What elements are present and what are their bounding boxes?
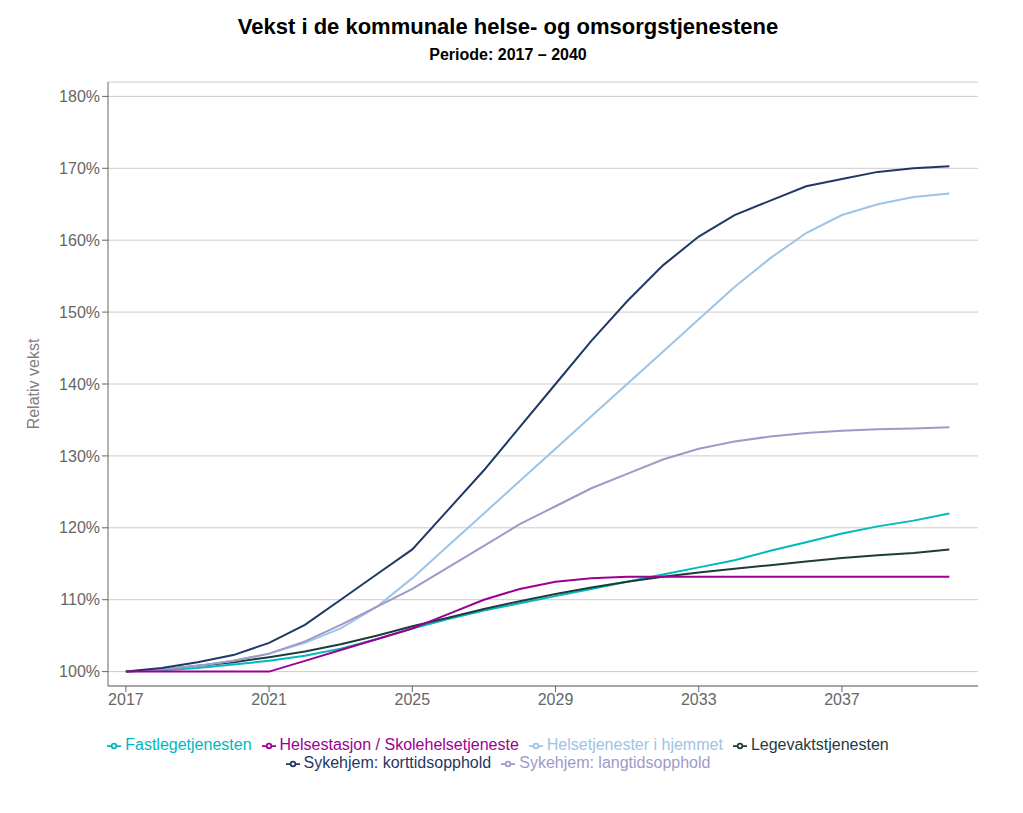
html-text:Periode: 2017 – 2040: Periode: 2017 – 2040: [429, 46, 587, 63]
svg-text:100%: 100%: [59, 663, 100, 680]
svg-text:2033: 2033: [681, 691, 717, 708]
html-text:Fastlegetjenesten: Fastlegetjenesten: [125, 736, 252, 753]
svg-text:2021: 2021: [251, 691, 287, 708]
html-text:Helsetjenester i hjemmet: Helsetjenester i hjemmet: [546, 736, 723, 753]
svg-text:2037: 2037: [824, 691, 860, 708]
svg-text:2017: 2017: [108, 691, 144, 708]
html-text:Sykehjem: korttidsopphold: Sykehjem: korttidsopphold: [303, 754, 492, 771]
svg-text:160%: 160%: [59, 232, 100, 249]
svg-text:140%: 140%: [59, 376, 100, 393]
svg-text:2025: 2025: [395, 691, 431, 708]
svg-text:Relativ vekst: Relativ vekst: [25, 338, 42, 429]
html-text:Vekst i de kommunale helse- og: Vekst i de kommunale helse- og omsorgstj…: [237, 14, 779, 39]
svg-text:150%: 150%: [59, 304, 100, 321]
svg-text:180%: 180%: [59, 88, 100, 105]
html-text:Helsestasjon / Skolehelsetjene: Helsestasjon / Skolehelsetjeneste: [279, 736, 519, 753]
svg-text:2029: 2029: [538, 691, 574, 708]
svg-text:120%: 120%: [59, 519, 100, 536]
html-text:Legevaktstjenesten: Legevaktstjenesten: [750, 736, 889, 753]
html-text:Sykehjem: langtidsopphold: Sykehjem: langtidsopphold: [519, 754, 711, 771]
svg-text:110%: 110%: [60, 591, 100, 608]
svg-text:130%: 130%: [59, 448, 100, 465]
svg-text:170%: 170%: [59, 160, 100, 177]
